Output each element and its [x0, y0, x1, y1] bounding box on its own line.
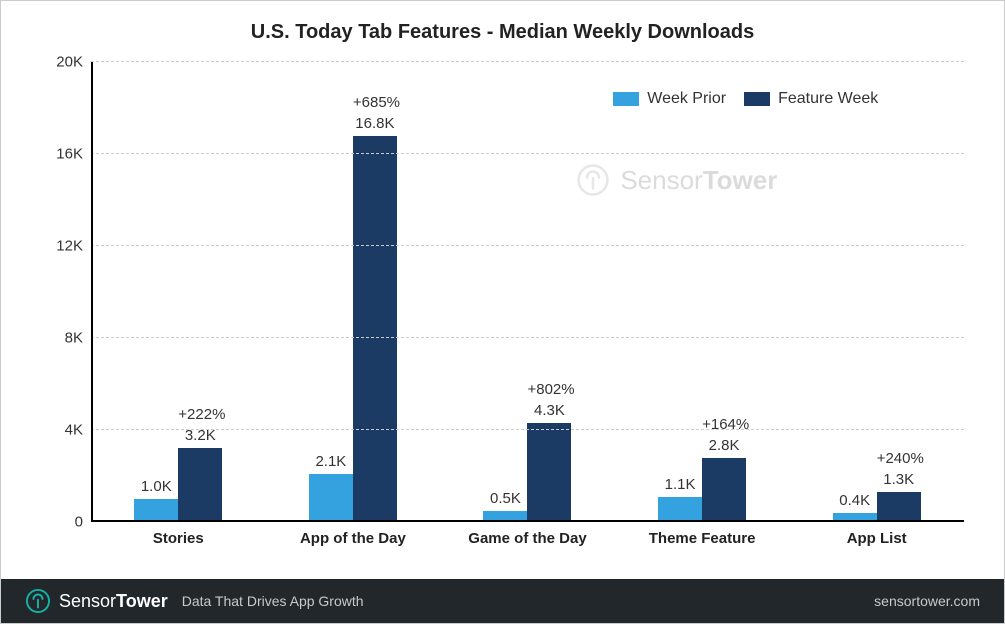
x-category-label: Game of the Day	[454, 522, 601, 547]
footer-tagline: Data That Drives App Growth	[182, 593, 364, 609]
week_prior-value-label: 0.5K	[483, 490, 527, 511]
grid-line	[91, 153, 964, 154]
feature_week-bar: 3.2K+222%	[178, 448, 222, 522]
bar-group: App of the Day2.1K16.8K+685%	[301, 62, 406, 522]
week_prior-value-label: 1.0K	[134, 478, 178, 499]
y-tick-label: 8K	[65, 330, 83, 347]
week_prior-value-label: 2.1K	[309, 453, 353, 474]
x-category-label: App List	[803, 522, 950, 547]
y-tick-label: 4K	[65, 422, 83, 439]
y-tick-label: 20K	[56, 54, 83, 71]
legend-item: Week Prior	[613, 90, 726, 108]
pct-change-label: +802%	[527, 381, 571, 423]
x-axis-line	[91, 520, 964, 522]
bars-area: Stories1.0K3.2K+222% App of the Day2.1K16…	[91, 62, 964, 522]
chart-plot: 04K8K12K16K20K Stories1.0K3.2K+222%App o…	[41, 62, 964, 522]
week_prior-bar: 2.1K	[309, 474, 353, 522]
feature_week-bar: 16.8K+685%	[353, 136, 397, 522]
y-axis: 04K8K12K16K20K	[41, 62, 91, 522]
pct-change-label: +240%	[877, 450, 921, 492]
bar-group: Stories1.0K3.2K+222%	[126, 62, 231, 522]
grid-line	[91, 245, 964, 246]
legend-item: Feature Week	[744, 90, 878, 108]
legend-label: Week Prior	[647, 90, 726, 108]
pct-change-label: +685%	[353, 94, 397, 136]
legend-swatch	[744, 92, 770, 106]
feature_week-bar: 1.3K+240%	[877, 492, 921, 522]
chart-title: U.S. Today Tab Features - Median Weekly …	[41, 21, 964, 44]
week_prior-bar: 1.1K	[658, 497, 702, 522]
y-axis-line	[91, 62, 93, 522]
x-category-label: App of the Day	[280, 522, 427, 547]
chart-frame: U.S. Today Tab Features - Median Weekly …	[0, 0, 1005, 624]
bar-group: Game of the Day0.5K4.3K+802%	[475, 62, 580, 522]
bar-group: Theme Feature1.1K2.8K+164%	[650, 62, 755, 522]
footer-url: sensortower.com	[874, 593, 980, 609]
legend: Week Prior Feature Week	[613, 90, 878, 108]
week_prior-value-label: 0.4K	[833, 492, 877, 513]
chart-container: U.S. Today Tab Features - Median Weekly …	[41, 21, 964, 553]
week_prior-value-label: 1.1K	[658, 476, 702, 497]
footer-brand-bold: Tower	[116, 591, 168, 611]
footer-bar: SensorTower Data That Drives App Growth …	[1, 579, 1004, 623]
legend-label: Feature Week	[778, 90, 878, 108]
footer-brand: SensorTower	[25, 588, 168, 614]
grid-line	[91, 337, 964, 338]
pct-change-label: +164%	[702, 416, 746, 458]
y-tick-label: 0	[75, 514, 83, 531]
grid-line	[91, 61, 964, 62]
y-tick-label: 16K	[56, 146, 83, 163]
grid-line	[91, 429, 964, 430]
legend-swatch	[613, 92, 639, 106]
feature_week-bar: 4.3K+802%	[527, 423, 571, 522]
feature_week-bar: 2.8K+164%	[702, 458, 746, 522]
pct-change-label: +222%	[178, 406, 222, 448]
x-category-label: Theme Feature	[629, 522, 776, 547]
footer-left: SensorTower Data That Drives App Growth	[25, 588, 364, 614]
bar-group: App List0.4K1.3K+240%	[824, 62, 929, 522]
footer-brand-text: SensorTower	[59, 591, 168, 612]
sensortower-logo-icon	[25, 588, 51, 614]
y-tick-label: 12K	[56, 238, 83, 255]
week_prior-bar: 1.0K	[134, 499, 178, 522]
footer-brand-light: Sensor	[59, 591, 116, 611]
x-category-label: Stories	[105, 522, 252, 547]
